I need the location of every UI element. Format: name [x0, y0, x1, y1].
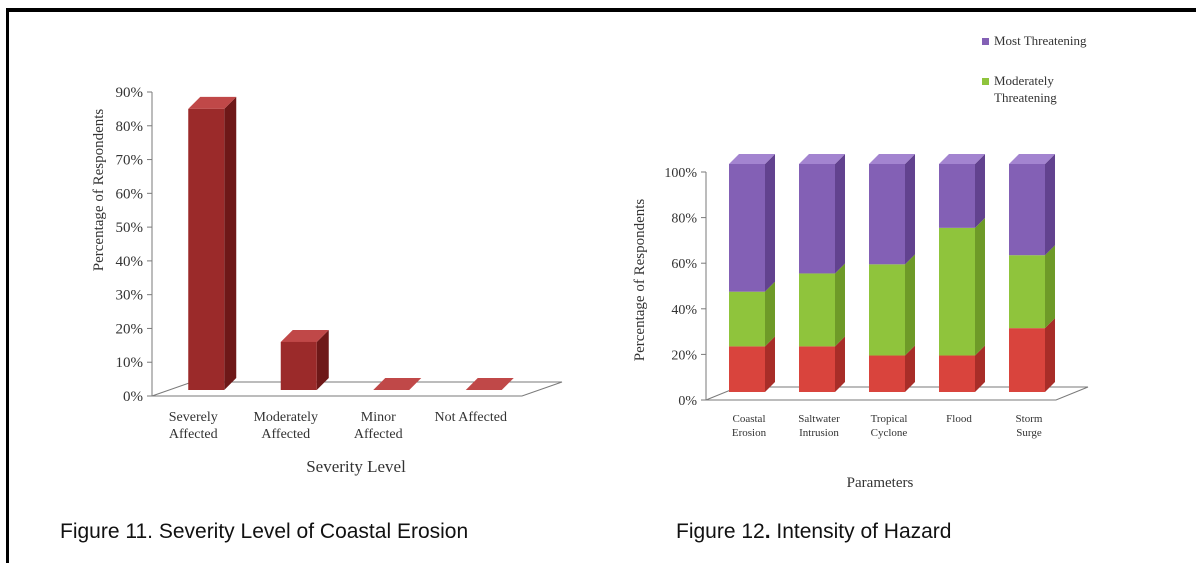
figure-11-caption: Figure 11. Severity Level of Coastal Ero… [60, 520, 469, 543]
chart2-segment-side [905, 154, 915, 265]
chart1-category-label: Minor Affected [354, 410, 403, 442]
chart2-segment [939, 227, 975, 356]
chart1-floor [151, 381, 563, 397]
chart2-segment [939, 355, 975, 392]
chart2-segment [939, 164, 975, 228]
chart1-y-tick-label: 70% [116, 153, 144, 169]
chart2-segment [799, 273, 835, 347]
chart1-y-tick-label: 50% [116, 220, 144, 236]
chart1-bar [188, 108, 225, 390]
chart2-legend-label: Most Threatening [994, 33, 1087, 48]
chart1-y-tick-label: 60% [116, 186, 144, 202]
chart1-bar-top [188, 96, 237, 109]
chart1-category-label: Severely Affected [169, 410, 218, 442]
chart2-segment-side [1045, 154, 1055, 256]
chart2-segment [729, 346, 765, 392]
chart1-y-tick-label: 30% [116, 288, 144, 304]
chart2-category-label: Tropical Cyclone [871, 413, 908, 439]
chart2-segment [799, 346, 835, 392]
chart1-y-tick-label: 10% [116, 355, 144, 371]
chart2-segment [729, 291, 765, 347]
chart2-segment-top [799, 154, 845, 164]
chart2-segment-top [869, 154, 915, 164]
figure-12-caption: Figure 12. Intensity of Hazard [676, 520, 952, 543]
chart2-y-tick-label: 100% [664, 166, 697, 181]
figure-frame [6, 8, 1196, 563]
chart1-y-tick-label: 20% [116, 321, 144, 337]
chart2-category-label: Saltwater Intrusion [798, 413, 840, 439]
chart2-segment [869, 264, 905, 356]
chart2-segment [1009, 255, 1045, 329]
chart1-category-label: Not Affected [435, 410, 507, 425]
chart2-segment-top [939, 154, 985, 164]
chart2-segment [869, 355, 905, 392]
chart1-y-tick-label: 0% [123, 389, 143, 405]
chart2-legend-label: Moderately Threatening [994, 73, 1057, 105]
chart1-bar-side [316, 329, 329, 390]
chart2-segment-side [765, 336, 775, 392]
chart2-segment-top [1009, 154, 1055, 164]
chart2-segment-side [975, 154, 985, 228]
chart2-y-tick-label: 20% [671, 348, 697, 363]
chart2-floor [705, 386, 1089, 401]
chart1-y-tick-label: 90% [116, 85, 144, 101]
chart2-category-label: Storm Surge [1016, 413, 1043, 439]
chart2-category-label: Coastal Erosion [732, 413, 767, 439]
chart2-segment [1009, 328, 1045, 392]
chart1-bar-top [280, 329, 329, 342]
chart1-bar-side [224, 96, 237, 390]
chart2-segment-side [905, 345, 915, 392]
chart1-bar-top [373, 378, 422, 390]
chart2-segment-side [1045, 318, 1055, 392]
chart1-x-axis-title: Severity Level [306, 457, 406, 476]
chart2-y-tick-label: 0% [678, 394, 697, 409]
chart2-y-tick-label: 60% [671, 257, 697, 272]
chart1-y-tick-label: 80% [116, 119, 144, 135]
chart2-segment [869, 164, 905, 265]
chart2-segment-top [729, 154, 775, 164]
chart2-segment [729, 164, 765, 292]
chart1-y-axis-title: Percentage of Respondents [91, 109, 107, 272]
chart2-segment-side [975, 217, 985, 356]
chart1-bar [280, 341, 317, 390]
chart1-y-tick-label: 40% [116, 254, 144, 270]
chart2-y-axis-title: Percentage of Respondents [632, 199, 648, 362]
chart2-segment [1009, 164, 1045, 256]
chart1-bar-top [465, 378, 514, 390]
chart2-segment-side [905, 254, 915, 356]
chart2-segment-side [835, 154, 845, 274]
chart2-segment-side [975, 345, 985, 392]
chart1-category-label: Moderately Affected [253, 410, 318, 442]
chart2-segment-side [835, 263, 845, 347]
chart2-segment-side [765, 281, 775, 347]
chart2-legend-swatch [982, 78, 989, 85]
chart2-x-axis-title: Parameters [847, 475, 914, 491]
chart2-y-tick-label: 40% [671, 303, 697, 318]
chart2-segment-side [765, 154, 775, 292]
chart2-segment-side [1045, 245, 1055, 329]
chart2-category-label: Flood [946, 413, 972, 425]
chart2-segment [799, 164, 835, 274]
chart2-legend-swatch [982, 38, 989, 45]
chart2-y-tick-label: 80% [671, 212, 697, 227]
chart2-segment-side [835, 336, 845, 392]
